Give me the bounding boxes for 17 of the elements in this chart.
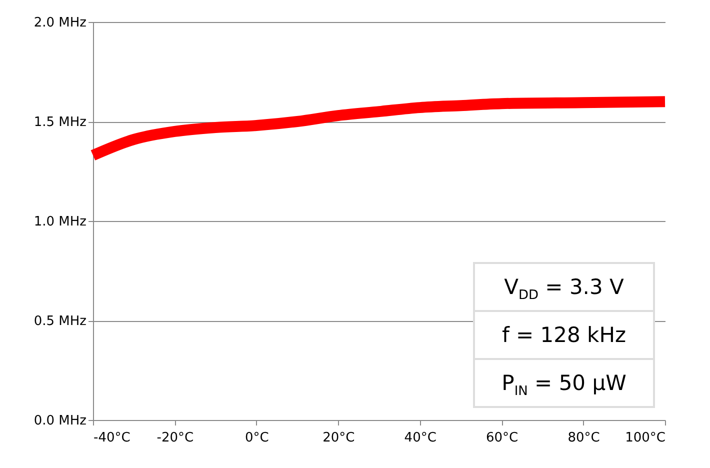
y-tick-label: 0.0 MHz bbox=[34, 414, 87, 428]
x-tick-label: -20°C bbox=[156, 430, 194, 446]
text-box: V$_{DD}$ = 3.3 V f = 128 kHz P$_{IN}$ = 50 µW bbox=[473, 262, 655, 408]
x-tick-label: -40°C bbox=[94, 430, 130, 446]
y-tick-label: 1.0 MHz bbox=[34, 214, 87, 230]
annotation: P$_{IN}$ = 50 µW bbox=[500, 370, 628, 402]
y-tick-label: 1.5 MHz bbox=[34, 115, 87, 130]
x-tick-label: 20°C bbox=[322, 430, 355, 446]
x-tick-label: 100°C bbox=[625, 430, 666, 446]
x-tick-label: 0°C bbox=[245, 430, 269, 446]
y-tick-label: 2.0 MHz bbox=[34, 16, 87, 30]
x-tick-label: 40°C bbox=[404, 430, 436, 446]
annotation: f = 128 kHz bbox=[475, 312, 653, 360]
x-tick-label: 60°C bbox=[486, 430, 518, 446]
annotation: V$_{DD}$ = 3.3 V bbox=[475, 264, 653, 312]
x-tick-label: 80°C bbox=[568, 430, 600, 446]
y-tick-label: 0.5 MHz bbox=[34, 314, 87, 329]
